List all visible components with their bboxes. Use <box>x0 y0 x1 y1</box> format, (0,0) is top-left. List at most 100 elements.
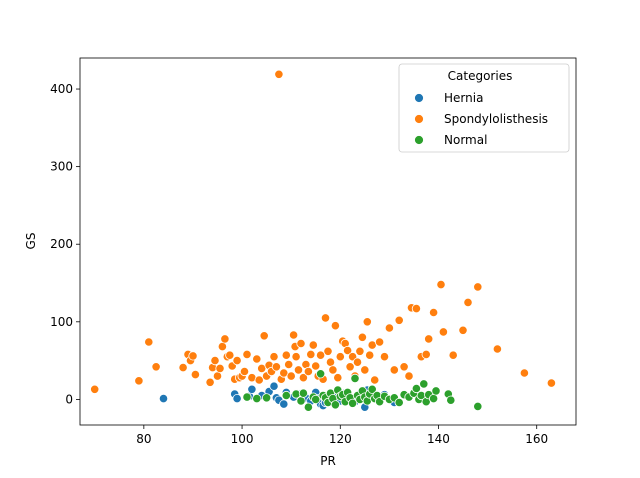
point-spondylolisthesis-96 <box>519 368 530 378</box>
point-normal-24 <box>350 373 360 383</box>
point-spondylolisthesis-7 <box>188 351 198 361</box>
point-spondylolisthesis-93 <box>463 297 473 307</box>
legend-title: Categories <box>448 69 513 83</box>
point-spondylolisthesis-43 <box>291 352 301 362</box>
point-normal-31 <box>367 384 377 394</box>
point-spondylolisthesis-17 <box>225 350 235 360</box>
x-tick-label: 80 <box>136 432 151 446</box>
point-spondylolisthesis-92 <box>458 325 468 335</box>
point-normal-1 <box>252 393 262 404</box>
point-spondylolisthesis-53 <box>315 350 326 360</box>
point-spondylolisthesis-33 <box>269 352 279 362</box>
legend: Categories Hernia Spondylolisthesis Normal <box>398 63 570 153</box>
points-layer <box>90 69 557 412</box>
point-spondylolisthesis-82 <box>404 371 414 381</box>
point-spondylolisthesis-89 <box>436 279 446 290</box>
point-normal-38 <box>394 397 404 408</box>
point-spondylolisthesis-84 <box>411 303 421 314</box>
point-spondylolisthesis-90 <box>438 327 448 337</box>
point-spondylolisthesis-80 <box>394 315 404 325</box>
point-spondylolisthesis-91 <box>448 350 458 360</box>
point-spondylolisthesis-49 <box>306 349 316 359</box>
point-spondylolisthesis-72 <box>362 317 372 327</box>
point-spondylolisthesis-86 <box>421 349 431 359</box>
y-axis: 0 100 200 300 400 <box>50 82 80 406</box>
point-spondylolisthesis-87 <box>424 334 434 344</box>
y-tick-label: 300 <box>50 160 73 174</box>
point-spondylolisthesis-23 <box>239 366 250 377</box>
point-spondylolisthesis-11 <box>210 355 220 366</box>
point-spondylolisthesis-26 <box>252 354 262 364</box>
point-spondylolisthesis-75 <box>370 375 380 385</box>
x-axis-label: PR <box>320 454 336 468</box>
x-axis: 80 100 120 140 160 <box>136 425 548 446</box>
point-spondylolisthesis-71 <box>360 365 370 375</box>
y-tick-label: 400 <box>50 82 73 96</box>
point-spondylolisthesis-35 <box>274 69 284 79</box>
point-normal-2 <box>261 393 272 403</box>
point-spondylolisthesis-29 <box>259 331 269 341</box>
plot-frame <box>79 57 577 426</box>
point-spondylolisthesis-27 <box>254 375 264 385</box>
point-hernia-10 <box>279 399 289 409</box>
point-normal-3 <box>281 390 291 401</box>
point-spondylolisthesis-50 <box>308 340 318 350</box>
point-spondylolisthesis-79 <box>389 365 399 375</box>
point-spondylolisthesis-69 <box>355 346 365 356</box>
point-spondylolisthesis-68 <box>352 357 363 367</box>
point-hernia-0 <box>158 393 169 404</box>
point-spondylolisthesis-8 <box>190 369 200 380</box>
point-spondylolisthesis-24 <box>242 349 252 359</box>
point-spondylolisthesis-60 <box>333 373 343 383</box>
point-spondylolisthesis-40 <box>286 371 296 381</box>
point-spondylolisthesis-44 <box>293 365 304 375</box>
point-spondylolisthesis-76 <box>374 337 385 347</box>
point-spondylolisthesis-95 <box>492 344 502 354</box>
point-spondylolisthesis-45 <box>296 338 306 349</box>
point-spondylolisthesis-39 <box>284 359 294 370</box>
y-tick-label: 100 <box>50 315 73 329</box>
x-tick-label: 140 <box>427 432 450 446</box>
point-spondylolisthesis-88 <box>428 307 439 318</box>
point-spondylolisthesis-81 <box>399 362 409 372</box>
point-spondylolisthesis-97 <box>546 378 557 388</box>
legend-marker-spondylolisthesis <box>414 114 424 124</box>
point-normal-42 <box>411 383 421 394</box>
x-tick-label: 100 <box>231 432 254 446</box>
point-spondylolisthesis-94 <box>473 282 483 292</box>
point-normal-0 <box>242 392 252 402</box>
point-spondylolisthesis-13 <box>215 363 225 373</box>
point-spondylolisthesis-56 <box>323 346 333 356</box>
point-hernia-2 <box>232 393 242 404</box>
x-tick-label: 160 <box>525 432 548 446</box>
point-spondylolisthesis-57 <box>325 357 336 367</box>
point-normal-7 <box>303 402 313 412</box>
point-spondylolisthesis-41 <box>288 330 299 340</box>
legend-marker-hernia <box>414 93 424 103</box>
point-spondylolisthesis-61 <box>335 352 345 362</box>
point-spondylolisthesis-64 <box>342 345 353 356</box>
point-normal-48 <box>428 393 439 404</box>
legend-label-normal: Normal <box>444 133 487 147</box>
point-spondylolisthesis-2 <box>144 337 154 347</box>
point-normal-51 <box>446 395 456 405</box>
point-spondylolisthesis-77 <box>379 352 390 362</box>
point-hernia-4 <box>247 384 257 394</box>
legend-entries: Hernia Spondylolisthesis Normal <box>414 91 548 147</box>
point-normal-9 <box>311 394 321 404</box>
point-normal-10 <box>315 369 326 379</box>
legend-label-hernia: Hernia <box>444 91 483 105</box>
point-normal-6 <box>298 388 308 398</box>
point-spondylolisthesis-4 <box>178 362 188 373</box>
point-spondylolisthesis-58 <box>328 365 338 375</box>
point-hernia-7 <box>269 381 279 391</box>
point-normal-49 <box>431 386 441 396</box>
point-normal-52 <box>473 401 483 411</box>
point-spondylolisthesis-51 <box>311 361 321 371</box>
point-spondylolisthesis-12 <box>212 371 223 381</box>
point-spondylolisthesis-0 <box>90 384 100 394</box>
point-spondylolisthesis-46 <box>298 373 308 383</box>
point-spondylolisthesis-70 <box>357 332 367 342</box>
point-spondylolisthesis-20 <box>232 355 242 366</box>
